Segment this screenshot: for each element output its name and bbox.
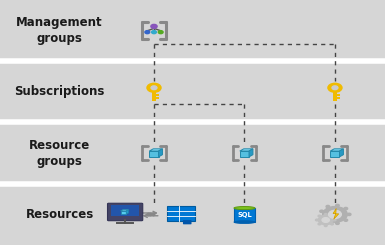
Circle shape [326, 221, 330, 223]
Circle shape [326, 205, 330, 208]
Circle shape [331, 223, 333, 225]
Circle shape [323, 207, 347, 222]
FancyBboxPatch shape [152, 92, 156, 101]
Circle shape [152, 31, 156, 34]
FancyBboxPatch shape [121, 211, 126, 214]
Text: Resources: Resources [25, 208, 94, 221]
Circle shape [324, 213, 327, 215]
Circle shape [344, 219, 348, 221]
Circle shape [320, 210, 323, 212]
FancyBboxPatch shape [234, 208, 255, 222]
Polygon shape [333, 208, 339, 219]
Circle shape [328, 210, 341, 219]
FancyBboxPatch shape [149, 151, 159, 157]
Circle shape [344, 208, 348, 210]
Circle shape [147, 83, 161, 92]
Circle shape [320, 216, 323, 219]
Circle shape [318, 215, 333, 225]
FancyBboxPatch shape [337, 94, 340, 96]
FancyBboxPatch shape [167, 206, 195, 221]
Polygon shape [249, 149, 253, 157]
Polygon shape [121, 210, 129, 211]
Circle shape [332, 86, 338, 90]
Circle shape [145, 31, 150, 34]
FancyBboxPatch shape [330, 151, 340, 157]
Circle shape [328, 83, 342, 92]
Polygon shape [126, 210, 129, 214]
Circle shape [151, 86, 157, 90]
FancyBboxPatch shape [111, 205, 139, 216]
Circle shape [316, 219, 318, 221]
Circle shape [151, 24, 157, 28]
Circle shape [331, 215, 333, 217]
Circle shape [347, 213, 351, 216]
Circle shape [318, 215, 321, 217]
Circle shape [333, 219, 336, 221]
Polygon shape [340, 149, 343, 157]
Text: SQL: SQL [237, 212, 252, 218]
Ellipse shape [234, 207, 255, 210]
Polygon shape [240, 149, 253, 151]
FancyBboxPatch shape [156, 97, 159, 98]
Circle shape [158, 31, 163, 34]
Circle shape [324, 225, 327, 227]
Text: Management
groups: Management groups [16, 16, 103, 45]
FancyBboxPatch shape [107, 203, 143, 221]
Circle shape [322, 218, 330, 222]
Text: Resource
groups: Resource groups [29, 139, 90, 168]
FancyBboxPatch shape [337, 97, 340, 98]
Polygon shape [330, 149, 343, 151]
FancyBboxPatch shape [240, 151, 249, 157]
Ellipse shape [234, 221, 255, 223]
Circle shape [336, 204, 339, 207]
Text: Subscriptions: Subscriptions [15, 85, 105, 98]
Circle shape [336, 222, 339, 224]
FancyBboxPatch shape [183, 220, 191, 224]
Polygon shape [149, 149, 162, 151]
Polygon shape [159, 149, 162, 157]
FancyBboxPatch shape [333, 92, 337, 101]
Circle shape [318, 223, 321, 225]
FancyBboxPatch shape [156, 94, 159, 96]
